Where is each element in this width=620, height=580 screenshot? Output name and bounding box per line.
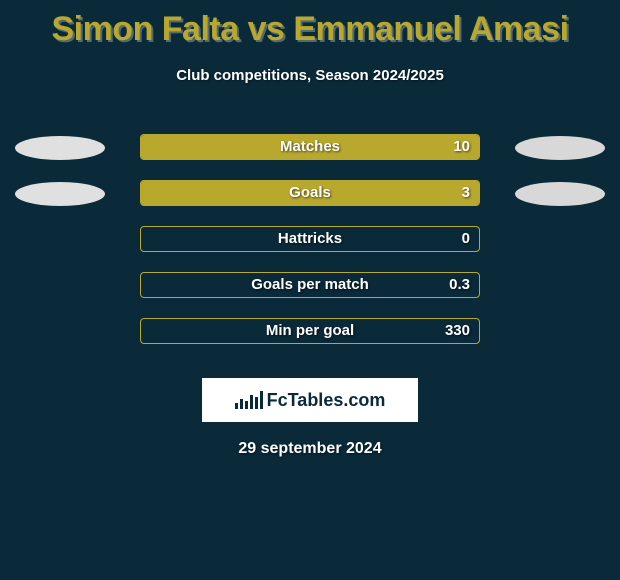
subtitle: Club competitions, Season 2024/2025 [0,67,620,84]
stat-row: Hattricks 0 [0,216,620,262]
bar-chart-icon [235,391,263,409]
stat-label: Goals [289,184,331,201]
logo-text: FcTables.com [267,390,386,411]
stat-row: Min per goal 330 [0,308,620,354]
stat-value: 10 [453,138,470,155]
stat-value: 0.3 [449,276,470,293]
stat-row: Matches 10 [0,124,620,170]
stat-row: Goals per match 0.3 [0,262,620,308]
stat-label: Hattricks [278,230,342,247]
comparison-chart: Matches 10 Goals 3 Hattricks 0 Goals per match… [0,124,620,354]
stat-label: Matches [280,138,340,155]
logo: FcTables.com [235,390,386,411]
icon-bar [250,395,253,409]
icon-bar [260,391,263,409]
icon-bar [240,399,243,409]
icon-bar [255,397,258,409]
logo-box: FcTables.com [202,378,418,422]
icon-bar [245,401,248,409]
stat-label: Min per goal [266,322,354,339]
stat-value: 3 [462,184,470,201]
player-left-marker [15,136,105,160]
icon-bar [235,403,238,409]
stat-label: Goals per match [251,276,369,293]
player-left-marker [15,182,105,206]
stat-row: Goals 3 [0,170,620,216]
stat-value: 0 [462,230,470,247]
date-label: 29 september 2024 [0,440,620,458]
player-right-marker [515,182,605,206]
player-right-marker [515,136,605,160]
page-title: Simon Falta vs Emmanuel Amasi [0,0,620,49]
stat-value: 330 [445,322,470,339]
